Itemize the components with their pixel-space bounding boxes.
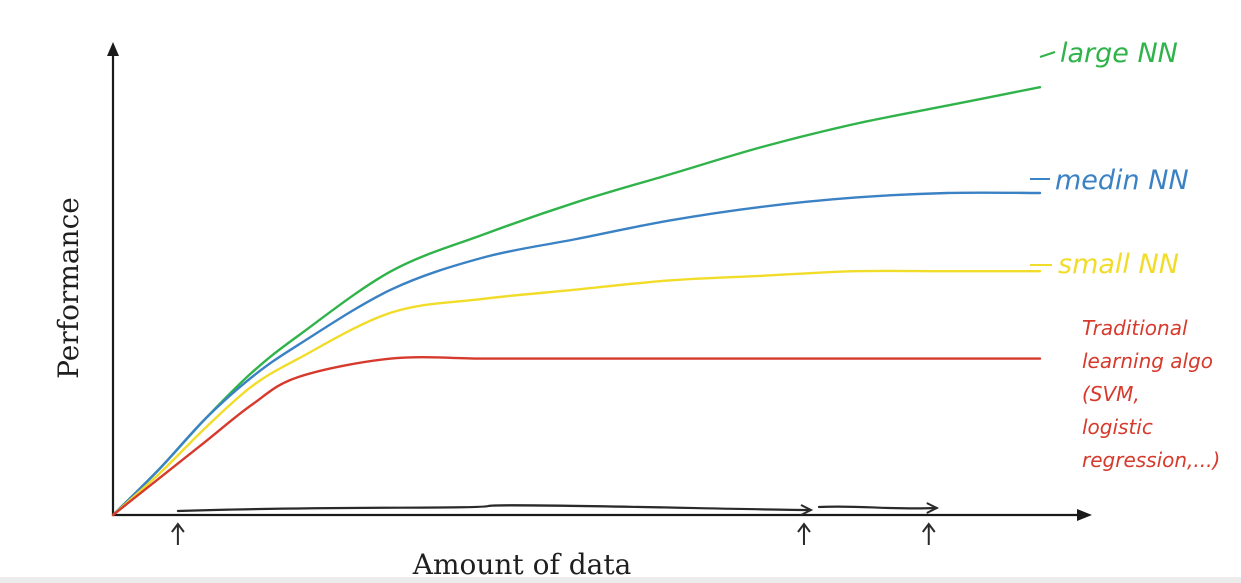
series-labels: large NN medin NN small NN Traditional learn… — [1030, 38, 1220, 472]
x-axis-title: Amount of data — [412, 548, 632, 581]
range-arrow-1 — [176, 504, 811, 513]
y-axis-title: Performance — [52, 197, 85, 379]
label-connector-large — [1039, 51, 1056, 58]
label-traditional-line-4: logistic — [1082, 415, 1153, 439]
label-traditional-line-1: Traditional — [1082, 316, 1188, 340]
series-line-large-nn — [111, 86, 1042, 517]
range-arrowhead-2 — [926, 502, 939, 514]
series-line-traditional — [111, 356, 1042, 517]
mark-up-arrow-head-1 — [171, 522, 185, 533]
range-arrow-2 — [817, 505, 938, 510]
x-axis-arrowhead — [1077, 509, 1092, 521]
label-small-nn: small NN — [1058, 249, 1179, 280]
series-line-small-nn — [111, 269, 1042, 517]
mark-up-arrow-head-3 — [921, 522, 936, 533]
bottom-bar — [0, 577, 1241, 583]
label-traditional-line-5: regression,...) — [1082, 448, 1220, 472]
series-layer — [111, 86, 1042, 517]
y-axis-arrowhead — [107, 42, 119, 56]
series-line-medium-nn — [111, 191, 1042, 517]
label-large-nn: large NN — [1060, 38, 1178, 69]
label-medium-nn: medin NN — [1055, 165, 1189, 196]
label-traditional-line-3: (SVM, — [1082, 382, 1140, 406]
label-traditional-line-2: learning algo — [1082, 349, 1213, 373]
data-range-annotation — [171, 502, 939, 545]
range-arrowhead-1 — [800, 504, 814, 516]
mark-up-arrow-head-2 — [797, 522, 811, 533]
